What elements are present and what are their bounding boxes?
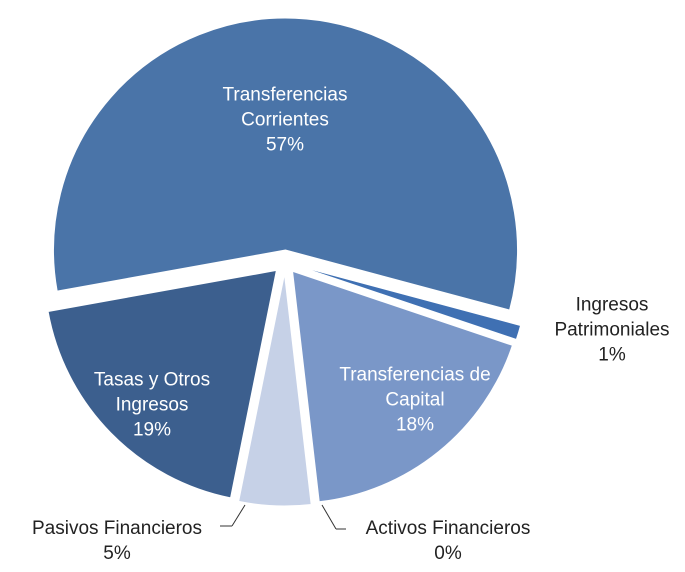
pie-slice bbox=[296, 264, 522, 341]
leader-line bbox=[231, 504, 246, 527]
percent-label: 5% bbox=[103, 543, 131, 564]
slice-label: Pasivos Financieros 5% bbox=[7, 516, 227, 566]
category-name: Activos Financieros bbox=[365, 518, 531, 539]
pie-slice bbox=[53, 17, 518, 311]
percent-label: 57% bbox=[265, 134, 305, 156]
percent-label: 19% bbox=[132, 419, 172, 441]
category-name: Pasivos Financieros bbox=[31, 518, 203, 539]
category-name: Tasas y Otros Ingresos bbox=[93, 369, 211, 416]
slice-label: Tasas y Otros Ingresos 19% bbox=[75, 368, 230, 443]
pie-slice bbox=[238, 273, 312, 507]
percent-label: 0% bbox=[434, 543, 462, 564]
percent-label: 18% bbox=[395, 414, 435, 436]
slice-label: Activos Financieros 0% bbox=[338, 516, 558, 566]
slice-label: Ingresos Patrimoniales 1% bbox=[552, 293, 672, 368]
category-name: Ingresos Patrimoniales bbox=[554, 294, 670, 341]
pie-slice bbox=[47, 269, 278, 499]
category-name: Transferencias de Capital bbox=[339, 364, 491, 411]
slice-label: Transferencias Corrientes 57% bbox=[210, 83, 360, 158]
slice-label: Transferencias de Capital 18% bbox=[318, 363, 513, 438]
percent-label: 1% bbox=[598, 344, 626, 366]
category-name: Transferencias Corrientes bbox=[222, 84, 348, 131]
leader-line bbox=[321, 504, 337, 530]
pie-slice bbox=[291, 270, 514, 503]
